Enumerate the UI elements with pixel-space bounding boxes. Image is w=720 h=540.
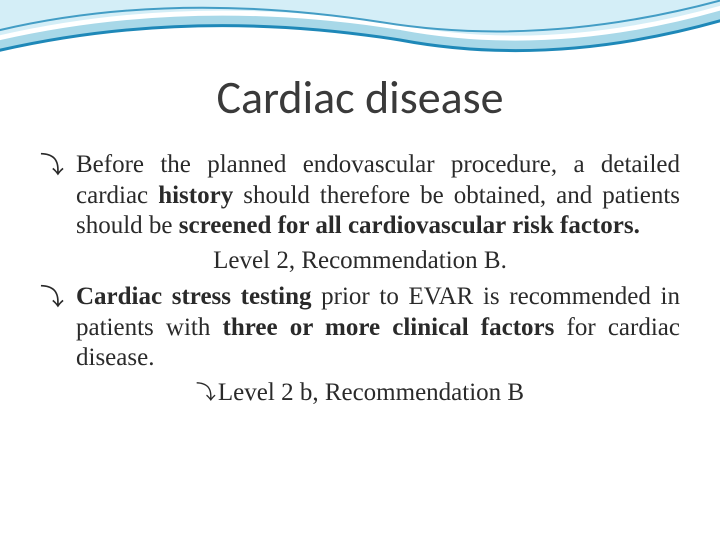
slide-title: Cardiac disease [40, 70, 680, 126]
recommendation-line: ⤵Level 2 b, Recommendation B [40, 378, 680, 409]
recommendation-line: Level 2, Recommendation B. [40, 246, 680, 277]
bullet-text: Cardiac stress testing prior to EVAR is … [76, 282, 680, 374]
bullet-text: Before the planned endovascular procedur… [76, 150, 680, 242]
text-run: Cardiac stress testing [76, 283, 311, 310]
text-run: three or more clinical factors [223, 314, 567, 341]
text-run: screened for all cardiovascular risk fac… [179, 212, 640, 239]
slide-content: Cardiac disease ⤵ Before the planned endo… [0, 0, 720, 540]
recommendation-text: Level 2, Recommendation B. [213, 247, 507, 274]
bullet-icon: ⤵ [40, 154, 64, 178]
text-run: history [158, 182, 233, 209]
bullet-item: ⤵ Before the planned endovascular procedu… [40, 150, 680, 242]
recommendation-text: Level 2 b, Recommendation B [218, 379, 524, 406]
bullets-container: ⤵ Before the planned endovascular procedu… [40, 150, 680, 408]
bullet-icon: ⤵ [196, 382, 216, 404]
bullet-item: ⤵ Cardiac stress testing prior to EVAR is… [40, 282, 680, 374]
bullet-icon: ⤵ [40, 286, 64, 310]
